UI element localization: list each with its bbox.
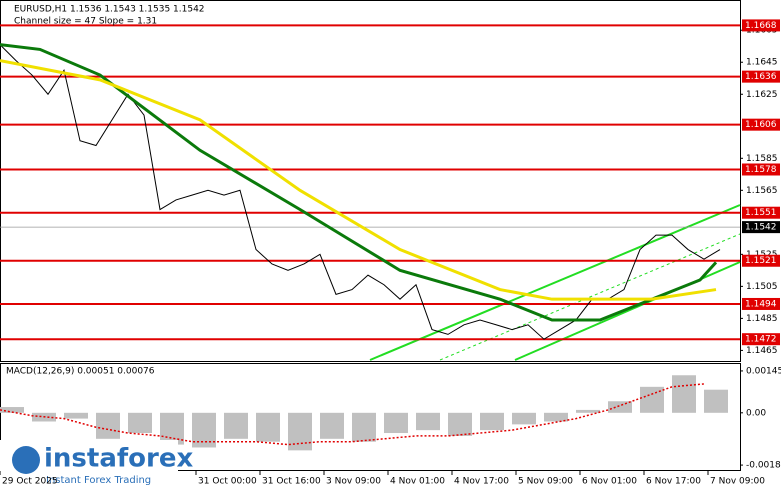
histogram-bar xyxy=(384,412,408,434)
level-label: 1.1636 xyxy=(745,72,777,82)
series-line xyxy=(0,43,718,322)
logo-text: instaforex xyxy=(44,444,194,474)
histogram-bar xyxy=(352,412,376,442)
x-tick-label: 5 Nov 09:00 xyxy=(518,477,573,487)
histogram-bar xyxy=(544,412,568,422)
level-label: 1.1494 xyxy=(745,299,777,309)
level-tag xyxy=(742,70,780,83)
plot-layer xyxy=(0,24,740,451)
y-tick-label: 1.1465 xyxy=(746,346,778,356)
histogram-bar xyxy=(128,412,152,434)
histogram-bar xyxy=(320,412,344,439)
logo-icon xyxy=(12,446,40,474)
level-label: 1.1472 xyxy=(745,335,777,345)
y-tick-label: 1.1625 xyxy=(746,90,778,100)
histogram-bar xyxy=(672,375,696,413)
y-tick-label: 1.1645 xyxy=(746,58,778,68)
level-label: 1.1578 xyxy=(745,165,777,175)
series-line xyxy=(0,44,721,340)
macd-frame xyxy=(0,363,741,471)
macd-title: MACD(12,26,9) 0.00051 0.00076 xyxy=(6,367,155,377)
y-tick-label: -0.00181 xyxy=(746,461,781,471)
channel-middle xyxy=(439,233,741,361)
y-tick-label: 0.00145 xyxy=(746,366,781,376)
histogram-bar xyxy=(224,412,248,439)
histogram-bar xyxy=(512,412,536,425)
channel-upper xyxy=(369,204,741,361)
chart-subtitle: Channel size = 47 Slope = 1.31 xyxy=(14,17,157,27)
level-tag xyxy=(742,206,780,219)
last-price-tag xyxy=(742,221,780,234)
y-tick-label: 1.1585 xyxy=(746,154,778,164)
level-tag xyxy=(742,297,780,310)
x-tick-label: 6 Nov 01:00 xyxy=(582,477,637,487)
series-line xyxy=(0,59,717,301)
main-frame xyxy=(0,0,741,362)
level-label: 1.1551 xyxy=(745,208,777,218)
y-tick-label: 1.1505 xyxy=(746,282,778,292)
channel-lower xyxy=(514,261,741,361)
x-tick-label: 4 Nov 17:00 xyxy=(454,477,509,487)
histogram-bar xyxy=(704,389,728,413)
x-tick-label: 31 Oct 16:00 xyxy=(262,477,321,487)
y-tick-label: 1.1565 xyxy=(746,186,778,196)
x-tick-label: 6 Nov 17:00 xyxy=(646,477,701,487)
level-tag xyxy=(742,254,780,267)
level-tag xyxy=(742,333,780,346)
level-label: 1.1521 xyxy=(745,256,777,266)
histogram-bar xyxy=(96,412,120,439)
histogram-bar xyxy=(576,409,600,413)
x-tick-label: 7 Nov 09:00 xyxy=(710,477,765,487)
histogram-bar xyxy=(160,412,184,445)
x-tick-label: 4 Nov 01:00 xyxy=(390,477,445,487)
x-tick-label: 3 Nov 09:00 xyxy=(326,477,381,487)
histogram-bar xyxy=(64,412,88,419)
x-tick-label: 31 Oct 00:00 xyxy=(198,477,257,487)
histogram-bar xyxy=(608,401,632,413)
histogram-bar xyxy=(448,412,472,436)
y-tick-label: 1.1485 xyxy=(746,314,778,324)
x-tick-label: 29 Oct 2025 xyxy=(2,477,58,487)
histogram-bar xyxy=(288,412,312,451)
level-label: 1.1668 xyxy=(745,21,777,31)
histogram-bar xyxy=(480,412,504,431)
histogram-bar xyxy=(416,412,440,431)
level-label: 1.1606 xyxy=(745,120,777,130)
chart-title: EURUSD,H1 1.1536 1.1543 1.1535 1.1542 xyxy=(14,5,205,15)
level-tag xyxy=(742,118,780,131)
histogram-bar xyxy=(192,412,216,448)
logo-tagline: Instant Forex Trading xyxy=(46,475,151,486)
histogram-bar xyxy=(0,407,24,413)
level-tag xyxy=(742,163,780,176)
histogram-bar xyxy=(256,412,280,442)
last-price-label: 1.1542 xyxy=(745,223,777,233)
y-tick-label: 0.00 xyxy=(746,408,766,418)
level-tag xyxy=(742,19,780,32)
